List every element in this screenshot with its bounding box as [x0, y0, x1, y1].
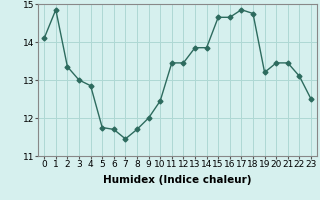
X-axis label: Humidex (Indice chaleur): Humidex (Indice chaleur) — [103, 175, 252, 185]
